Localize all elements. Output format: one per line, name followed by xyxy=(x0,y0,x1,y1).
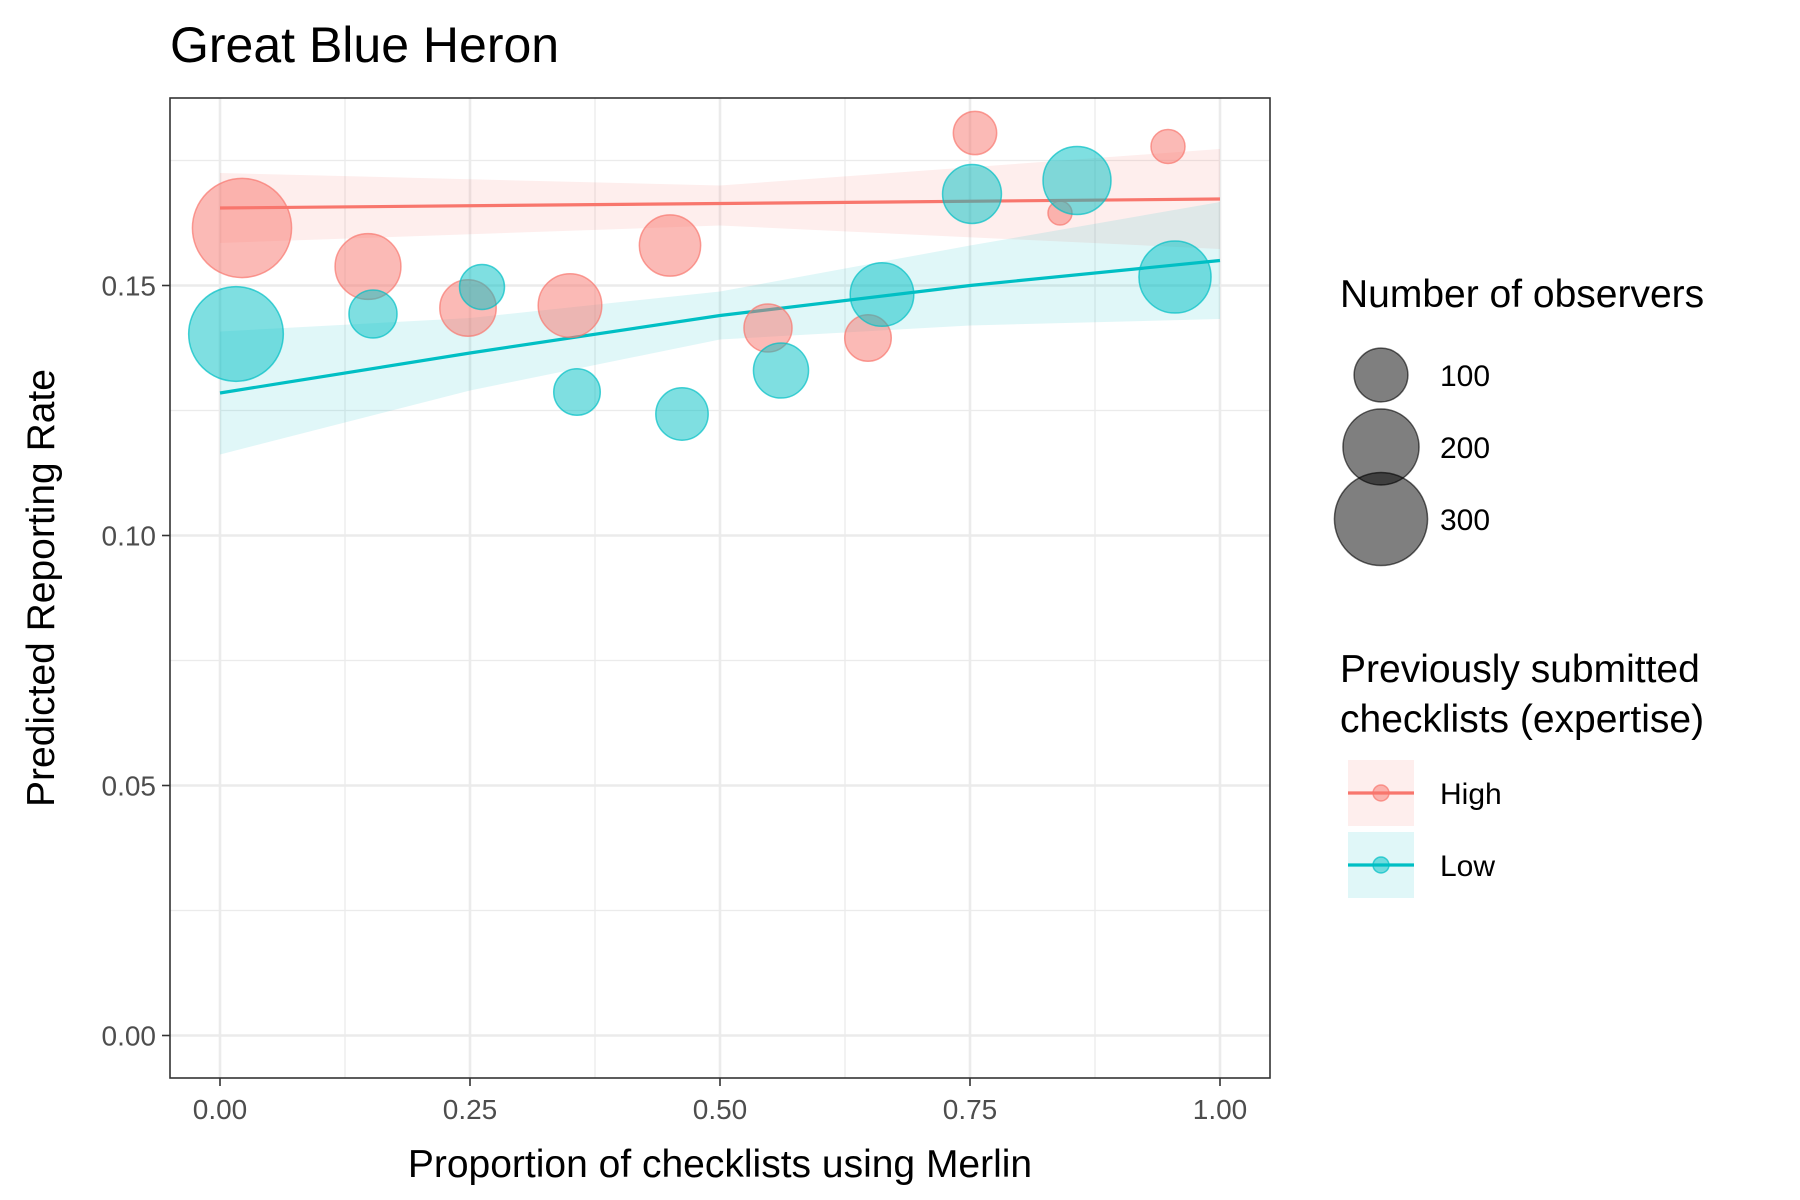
size-legend-key-300 xyxy=(1333,471,1429,567)
data-point-high xyxy=(1150,128,1186,165)
color-legend-label-low: Low xyxy=(1440,850,1495,883)
x-axis-title: Proportion of checklists using Merlin xyxy=(408,1143,1032,1186)
chart-title: Great Blue Heron xyxy=(170,17,559,73)
x-tick-label: 1.00 xyxy=(1193,1094,1248,1125)
color-legend: Previously submitted checklists (experti… xyxy=(1340,648,1704,898)
plot-panel xyxy=(169,97,1271,1079)
x-tick-label: 0.00 xyxy=(193,1094,248,1125)
x-tick-label: 0.75 xyxy=(943,1094,998,1125)
y-tick-label: 0.05 xyxy=(102,771,157,802)
color-legend-key-point-low xyxy=(1372,856,1390,874)
x-tick-label: 0.50 xyxy=(693,1094,748,1125)
data-point-low xyxy=(348,289,398,339)
size-legend-label: 200 xyxy=(1440,432,1490,465)
size-legend-keys: 100 200 300 xyxy=(1333,347,1490,567)
y-tick-label: 0.15 xyxy=(102,271,157,302)
data-point-high xyxy=(638,214,702,277)
data-point-low xyxy=(458,263,506,311)
x-tick-label: 0.25 xyxy=(443,1094,498,1125)
data-point-low xyxy=(941,163,1003,225)
fit-line-low xyxy=(219,258,1221,395)
data-point-low xyxy=(1042,145,1112,216)
color-legend-title-line-1: Previously submitted xyxy=(1340,648,1700,691)
y-axis-title: Predicted Reporting Rate xyxy=(20,369,63,807)
y-tick-label: 0.10 xyxy=(102,521,157,552)
size-legend-label: 100 xyxy=(1440,360,1490,393)
size-legend-title: Number of observers xyxy=(1340,273,1704,316)
size-legend-label: 300 xyxy=(1440,504,1490,537)
data-point-low xyxy=(552,367,602,417)
size-legend-key-100 xyxy=(1353,347,1409,403)
data-point-low xyxy=(655,387,709,441)
color-legend-key-point-high xyxy=(1372,784,1390,802)
data-point-low xyxy=(187,285,285,383)
y-tick-label: 0.00 xyxy=(102,1021,157,1052)
data-point-high xyxy=(537,272,603,339)
data-point-low xyxy=(752,342,810,399)
size-legend: Number of observers 100 200 300 xyxy=(1333,273,1704,567)
data-point-high xyxy=(191,177,293,279)
y-axis: 0.00 0.05 0.10 0.15 xyxy=(102,271,170,1052)
data-point-high xyxy=(334,232,402,301)
color-legend-keys: High Low xyxy=(1348,760,1502,898)
data-point-low xyxy=(1138,240,1212,314)
data-point-high xyxy=(952,110,998,156)
color-legend-label-high: High xyxy=(1440,778,1502,811)
data-point-low xyxy=(849,261,915,328)
confidence-band-low xyxy=(220,202,1220,455)
data-points xyxy=(187,110,1212,441)
color-legend-title-line-2: checklists (expertise) xyxy=(1340,698,1704,741)
x-axis: 0.00 0.25 0.50 0.75 1.00 xyxy=(193,1078,1248,1125)
